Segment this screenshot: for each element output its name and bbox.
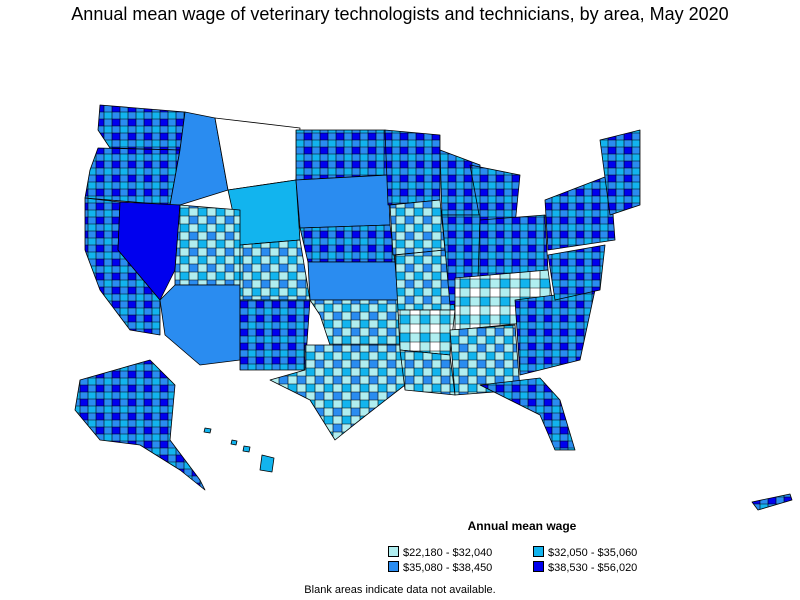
region-montana — [214, 117, 301, 191]
region-washington — [97, 104, 186, 151]
region-new-mexico — [239, 299, 311, 371]
legend-swatch-4 — [533, 561, 544, 572]
footnote: Blank areas indicate data not available. — [304, 584, 496, 596]
region-louisiana — [399, 349, 456, 396]
legend-item-3: $35,080 - $38,450 — [388, 561, 492, 574]
region-oregon — [84, 147, 181, 206]
region-texas — [269, 344, 406, 441]
legend-swatch-3 — [388, 561, 399, 572]
region-florida — [479, 377, 576, 451]
region-indiana-ohio — [477, 214, 549, 279]
region-nebraska — [299, 224, 396, 263]
region-virginia — [547, 244, 606, 301]
region-north-dakota — [295, 129, 389, 181]
region-iowa — [389, 199, 446, 256]
legend-item-2: $32,050 - $35,060 — [533, 546, 637, 559]
region-arizona — [159, 284, 241, 366]
legend-label-2: $32,050 - $35,060 — [548, 547, 638, 559]
legend-label-4: $38,530 - $56,020 — [548, 562, 638, 574]
region-hawaii — [259, 454, 275, 473]
legend-item-1: $22,180 - $32,040 — [388, 546, 492, 559]
region-alaska — [74, 359, 206, 491]
region-south-dakota — [295, 174, 391, 229]
region-kansas — [307, 261, 399, 301]
region-utah — [174, 204, 241, 286]
region-pennsylvania-ny — [544, 174, 616, 251]
legend-title: Annual mean wage — [467, 519, 577, 533]
legend-label-1: $22,180 - $32,040 — [403, 547, 493, 559]
region-georgia-carolinas — [514, 289, 596, 376]
map-title: Annual mean wage of veterinary technolog… — [71, 4, 729, 24]
region-arkansas — [397, 309, 456, 356]
legend-item-4: $38,530 - $56,020 — [533, 561, 637, 574]
region-oklahoma — [309, 299, 401, 346]
region-minnesota — [384, 129, 441, 206]
region-puerto-rico — [751, 493, 793, 511]
legend-label-3: $35,080 - $38,450 — [403, 562, 493, 574]
legend-swatch-2 — [533, 546, 544, 557]
region-nevada — [117, 201, 181, 301]
legend-swatch-1 — [388, 546, 399, 557]
region-colorado — [239, 239, 311, 301]
region-new-england — [599, 129, 641, 216]
